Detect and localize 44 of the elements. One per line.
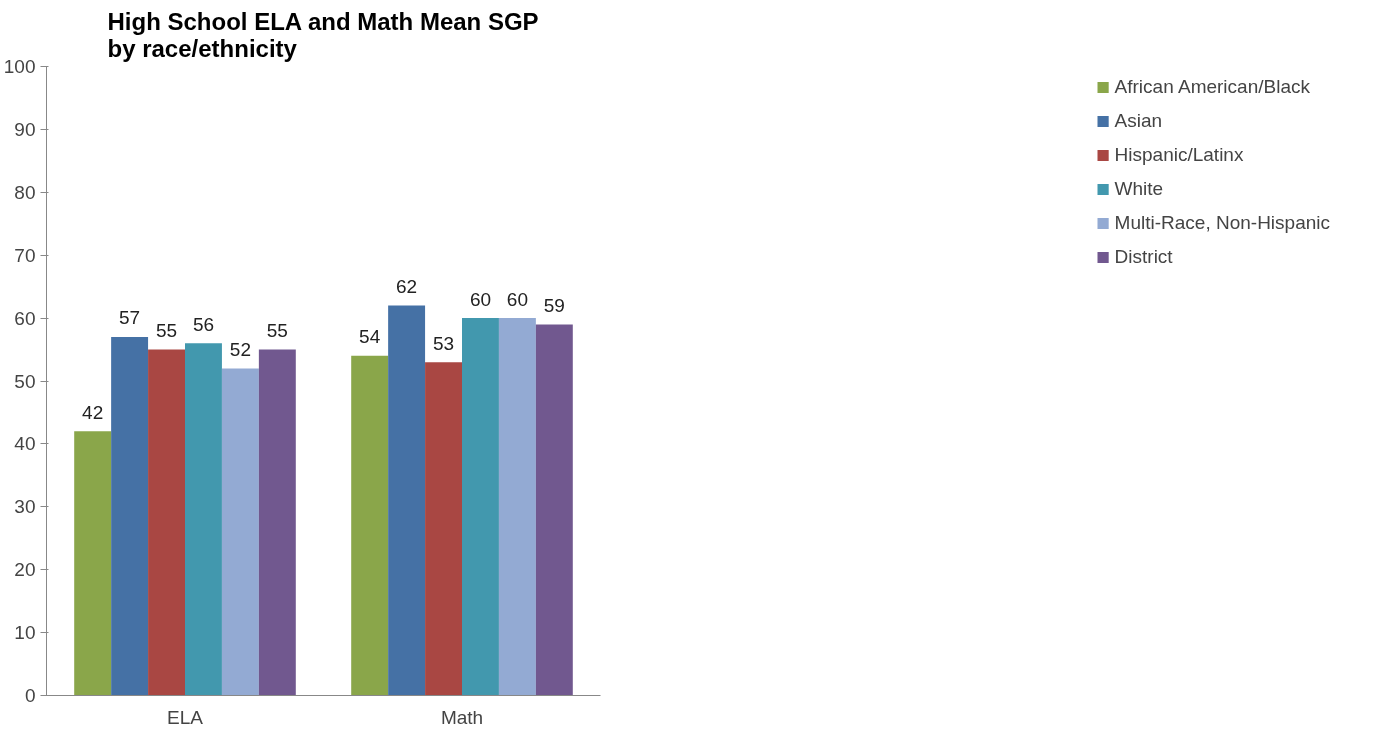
x-tick-label: Math: [440, 706, 484, 728]
bar: [148, 349, 185, 696]
bar: [351, 355, 389, 696]
data-label: 56: [192, 313, 215, 335]
data-label: 55: [155, 319, 178, 341]
data-label: 60: [469, 288, 492, 310]
bar: [185, 343, 222, 696]
data-label: 53: [432, 332, 455, 354]
legend-label: African American/Black: [1114, 76, 1310, 98]
data-label: 59: [543, 294, 565, 316]
y-tick-label: 80: [14, 181, 36, 203]
y-tick-label: 70: [14, 244, 36, 266]
data-label: 60: [506, 288, 528, 310]
data-label: 62: [396, 275, 418, 297]
y-tick-label: 100: [3, 56, 36, 77]
bar: [498, 318, 536, 696]
y-tick-label: 20: [14, 559, 36, 581]
bar: [535, 324, 573, 696]
bar: [74, 431, 112, 696]
x-tick-label: ELA: [167, 706, 204, 728]
bar: [388, 305, 426, 696]
legend-label: Asian: [1114, 110, 1163, 132]
bar: [462, 318, 499, 696]
y-tick-label: 50: [14, 370, 36, 392]
legend-label: Hispanic/Latinx: [1114, 144, 1244, 166]
legend-label: Multi-Race, Non-Hispanic: [1114, 212, 1330, 234]
y-tick-label: 90: [14, 118, 36, 140]
legend-label: District: [1114, 246, 1173, 268]
y-tick-label: 40: [14, 433, 36, 455]
y-tick-label: 60: [14, 307, 36, 329]
bar: [111, 336, 149, 696]
data-label: 57: [119, 307, 141, 329]
legend-label: White: [1114, 178, 1164, 200]
bar: [221, 368, 259, 696]
data-label: 42: [82, 401, 104, 423]
data-label: 52: [229, 338, 251, 360]
data-label: 55: [266, 319, 288, 341]
bar: [258, 349, 296, 696]
y-tick-label: 0: [24, 685, 36, 706]
y-tick-label: 10: [14, 622, 36, 644]
bar: [425, 362, 462, 696]
chart-title: High School ELA and Math Mean SGP by race/ethnicity: [107, 7, 539, 62]
y-tick-label: 30: [14, 496, 36, 518]
data-label: 54: [359, 326, 381, 348]
